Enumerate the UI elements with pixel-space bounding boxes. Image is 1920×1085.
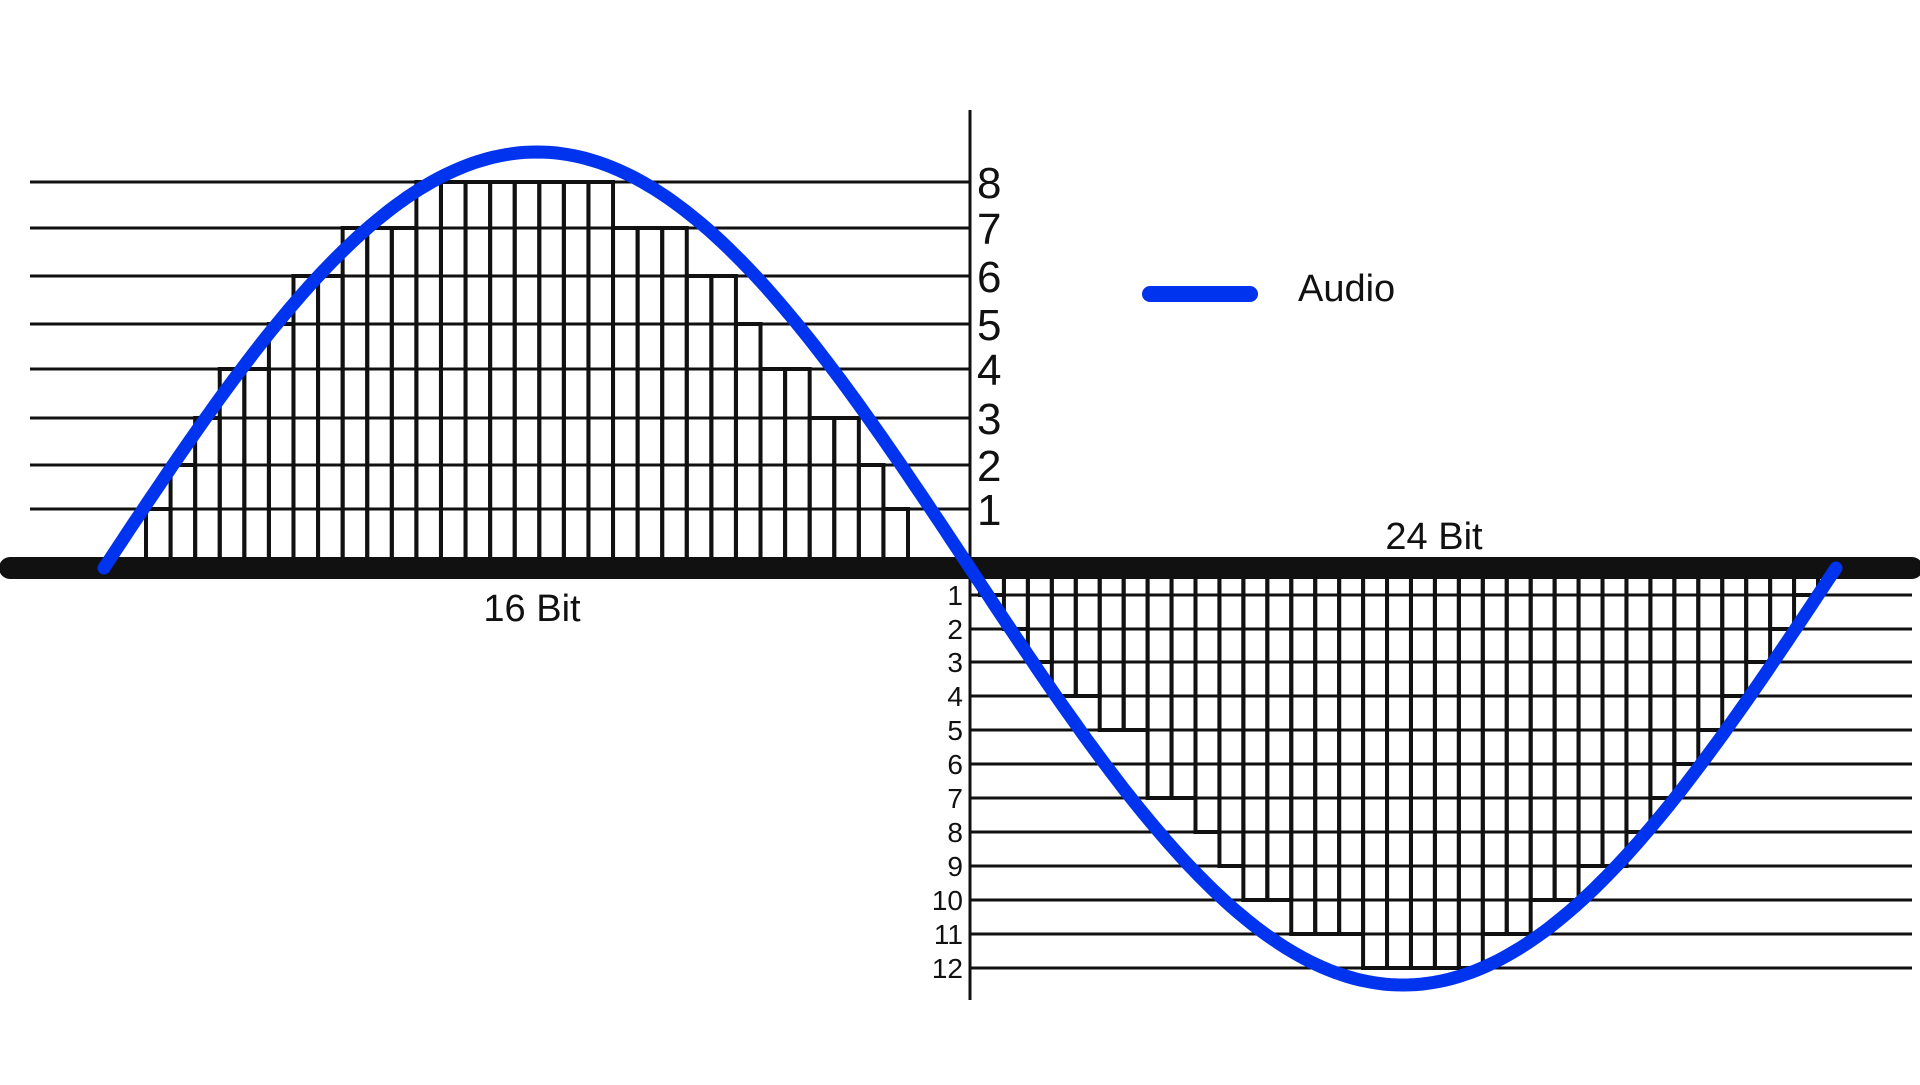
lower-sample-bar (1121, 566, 1150, 732)
lower-sample-bar (1265, 566, 1294, 902)
upper-sample-bar (856, 463, 886, 570)
lower-sample-bar (1025, 566, 1054, 664)
lower-sample-bar (1528, 566, 1557, 902)
lower-sample-bar (1313, 566, 1342, 936)
upper-sample-bar (733, 322, 763, 570)
lower-level-label-4: 4 (947, 681, 963, 712)
lower-sample-bar (1337, 566, 1366, 936)
lower-sample-bar (1576, 566, 1605, 868)
lower-sample-bar (1097, 566, 1126, 732)
lower-level-label-6: 6 (947, 749, 963, 780)
upper-sample-bar (832, 416, 861, 570)
lower-sample-bar (1744, 566, 1773, 664)
lower-level-label-10: 10 (932, 885, 963, 916)
lower-level-label-9: 9 (947, 851, 963, 882)
upper-caption: 16 Bit (483, 588, 581, 630)
lower-level-label-1: 1 (947, 580, 963, 611)
upper-sample-bar (168, 463, 198, 570)
upper-level-label-7: 7 (977, 205, 1001, 254)
lower-sample-bar (1504, 566, 1533, 936)
upper-sample-bar (684, 274, 714, 570)
upper-level-label-5: 5 (977, 301, 1001, 350)
upper-sample-bar (291, 274, 321, 570)
upper-level-label-3: 3 (977, 395, 1001, 444)
upper-level-label-1: 1 (977, 486, 1001, 535)
upper-sample-bar (242, 367, 271, 570)
lower-level-lines (970, 593, 1912, 970)
upper-sample-bar (709, 274, 738, 570)
upper-level-label-2: 2 (977, 442, 1001, 491)
lower-sample-bar (1193, 566, 1222, 834)
upper-sample-bar (389, 226, 419, 570)
lower-level-label-2: 2 (947, 614, 963, 645)
lower-level-label-12: 12 (932, 953, 963, 984)
lower-caption: 24 Bit (1385, 516, 1483, 558)
upper-sample-bar (660, 226, 689, 570)
audio-sine-wave (97, 145, 1843, 992)
lower-level-label-8: 8 (947, 817, 963, 848)
upper-sample-bar (316, 274, 345, 570)
lower-sample-bar (1624, 566, 1653, 834)
lower-level-label-11: 11 (934, 919, 963, 950)
upper-level-label-4: 4 (977, 346, 1001, 395)
upper-sample-bar (266, 322, 296, 570)
upper-sample-bar (758, 367, 788, 570)
lower-sample-bar (1289, 566, 1318, 936)
upper-sample-bar (807, 416, 837, 570)
lower-sample-bar (1720, 566, 1749, 698)
lower-sample-bar (1552, 566, 1581, 902)
lower-sample-bar (1241, 566, 1270, 902)
upper-sample-bar (193, 416, 222, 570)
lower-sample-bar (1696, 566, 1725, 732)
lower-sample-bar (1073, 566, 1102, 698)
lower-sample-bar (1049, 566, 1078, 698)
lower-level-label-7: 7 (947, 783, 963, 814)
lower-sample-bar (1600, 566, 1629, 868)
lower-sample-bar (1217, 566, 1246, 868)
upper-level-label-8: 8 (977, 159, 1001, 208)
upper-sample-bar (611, 226, 640, 570)
upper-sample-bar (340, 226, 370, 570)
lower-level-label-5: 5 (947, 715, 963, 746)
upper-sample-bar (783, 367, 812, 570)
lower-level-label-3: 3 (947, 647, 963, 678)
upper-level-label-6: 6 (977, 253, 1001, 302)
lower-sample-bar (1672, 566, 1701, 766)
lower-sample-bar (1480, 566, 1509, 936)
legend-label: Audio (1298, 268, 1395, 310)
upper-sample-bar (635, 226, 665, 570)
upper-sample-bar (365, 226, 394, 570)
